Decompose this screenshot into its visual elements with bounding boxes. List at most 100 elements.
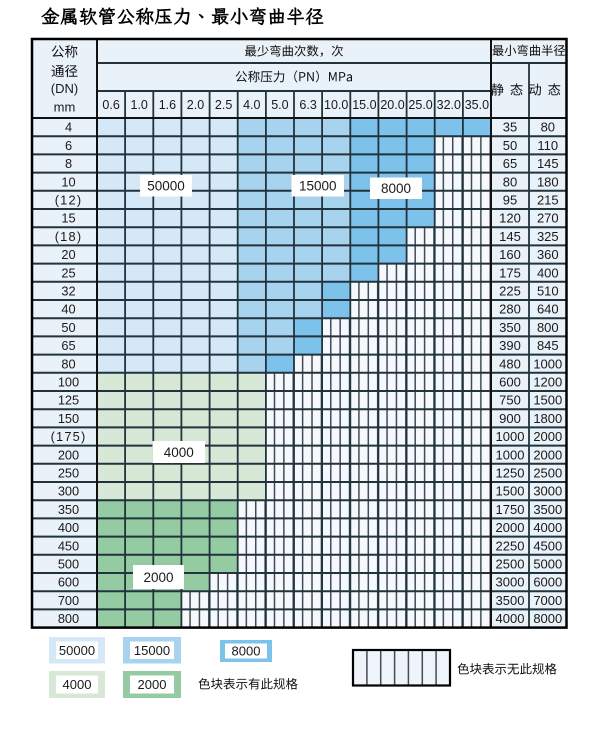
svg-text:180: 180 — [537, 174, 559, 189]
svg-text:1750: 1750 — [496, 502, 525, 517]
svg-text:(12): (12) — [55, 193, 83, 208]
svg-text:35.0: 35.0 — [465, 98, 489, 112]
svg-text:1200: 1200 — [533, 375, 562, 390]
svg-text:2000: 2000 — [533, 429, 562, 444]
svg-text:4000: 4000 — [63, 677, 92, 692]
svg-text:1250: 1250 — [496, 466, 525, 481]
svg-text:2.5: 2.5 — [215, 98, 232, 112]
svg-text:1000: 1000 — [496, 429, 525, 444]
svg-text:480: 480 — [499, 356, 521, 371]
svg-text:100: 100 — [58, 375, 79, 390]
svg-text:50: 50 — [503, 138, 517, 153]
svg-text:80: 80 — [503, 174, 517, 189]
svg-text:175: 175 — [499, 265, 521, 280]
svg-text:800: 800 — [58, 611, 79, 626]
svg-text:390: 390 — [499, 338, 521, 353]
svg-text:8000: 8000 — [533, 611, 562, 626]
svg-text:35: 35 — [503, 120, 517, 135]
svg-text:2000: 2000 — [533, 447, 562, 462]
svg-text:400: 400 — [537, 265, 559, 280]
svg-text:700: 700 — [58, 593, 79, 608]
svg-text:1500: 1500 — [496, 484, 525, 499]
svg-text:360: 360 — [537, 247, 559, 262]
svg-text:(DN): (DN) — [51, 81, 78, 96]
svg-text:65: 65 — [503, 156, 517, 171]
svg-text:350: 350 — [499, 320, 521, 335]
svg-text:145: 145 — [537, 156, 559, 171]
svg-text:8000: 8000 — [381, 181, 411, 196]
svg-text:4000: 4000 — [496, 611, 525, 626]
svg-text:65: 65 — [61, 338, 75, 353]
svg-text:15.0: 15.0 — [352, 98, 376, 112]
svg-text:350: 350 — [58, 502, 79, 517]
svg-text:7000: 7000 — [533, 593, 562, 608]
svg-text:25.0: 25.0 — [408, 98, 432, 112]
svg-text:0.6: 0.6 — [102, 98, 119, 112]
svg-text:250: 250 — [58, 466, 79, 481]
svg-text:2500: 2500 — [496, 557, 525, 572]
svg-text:600: 600 — [499, 375, 521, 390]
svg-text:50000: 50000 — [147, 179, 185, 194]
svg-text:845: 845 — [537, 338, 559, 353]
svg-text:270: 270 — [537, 211, 559, 226]
svg-text:95: 95 — [503, 193, 517, 208]
svg-text:2250: 2250 — [496, 538, 525, 553]
svg-text:4000: 4000 — [533, 520, 562, 535]
svg-text:3000: 3000 — [496, 575, 525, 590]
svg-text:450: 450 — [58, 538, 79, 553]
svg-text:1.6: 1.6 — [159, 98, 176, 112]
svg-text:1000: 1000 — [533, 356, 562, 371]
svg-text:5000: 5000 — [533, 557, 562, 572]
svg-text:2.0: 2.0 — [187, 98, 204, 112]
svg-text:280: 280 — [499, 302, 521, 317]
svg-text:120: 120 — [499, 211, 521, 226]
svg-text:300: 300 — [58, 484, 79, 499]
svg-text:4500: 4500 — [533, 538, 562, 553]
svg-text:50: 50 — [61, 320, 75, 335]
svg-text:10.0: 10.0 — [324, 98, 348, 112]
svg-text:10: 10 — [61, 174, 75, 189]
svg-text:25: 25 — [61, 265, 75, 280]
svg-text:145: 145 — [499, 229, 521, 244]
svg-text:20.0: 20.0 — [380, 98, 404, 112]
svg-text:80: 80 — [61, 356, 75, 371]
svg-text:50000: 50000 — [59, 643, 95, 658]
svg-text:400: 400 — [58, 520, 79, 535]
svg-text:4000: 4000 — [164, 445, 194, 460]
svg-text:1000: 1000 — [496, 447, 525, 462]
svg-text:4.0: 4.0 — [243, 98, 260, 112]
svg-text:15000: 15000 — [134, 643, 170, 658]
svg-text:900: 900 — [499, 411, 521, 426]
svg-text:6.3: 6.3 — [299, 98, 316, 112]
svg-text:800: 800 — [537, 320, 559, 335]
svg-text:110: 110 — [537, 138, 558, 153]
svg-text:225: 225 — [499, 284, 521, 299]
svg-text:640: 640 — [537, 302, 559, 317]
svg-text:8000: 8000 — [232, 644, 261, 659]
svg-text:(175): (175) — [51, 429, 87, 444]
svg-text:4: 4 — [65, 120, 72, 135]
svg-text:3500: 3500 — [533, 502, 562, 517]
svg-text:160: 160 — [499, 247, 521, 262]
svg-text:215: 215 — [537, 193, 559, 208]
svg-text:2000: 2000 — [496, 520, 525, 535]
svg-text:15: 15 — [61, 211, 75, 226]
svg-text:6000: 6000 — [533, 575, 562, 590]
svg-text:40: 40 — [61, 302, 75, 317]
svg-text:2500: 2500 — [533, 466, 562, 481]
svg-text:32: 32 — [61, 284, 75, 299]
svg-text:5.0: 5.0 — [271, 98, 288, 112]
svg-text:3000: 3000 — [533, 484, 562, 499]
svg-text:3500: 3500 — [496, 593, 525, 608]
svg-text:150: 150 — [58, 411, 79, 426]
svg-text:600: 600 — [58, 575, 79, 590]
svg-text:510: 510 — [537, 284, 559, 299]
svg-text:20: 20 — [61, 247, 75, 262]
svg-text:1.0: 1.0 — [131, 98, 148, 112]
svg-text:80: 80 — [541, 120, 555, 135]
svg-text:8: 8 — [65, 156, 72, 171]
svg-text:500: 500 — [58, 557, 79, 572]
svg-text:750: 750 — [499, 393, 521, 408]
svg-text:15000: 15000 — [299, 179, 337, 194]
svg-text:2000: 2000 — [138, 677, 167, 692]
